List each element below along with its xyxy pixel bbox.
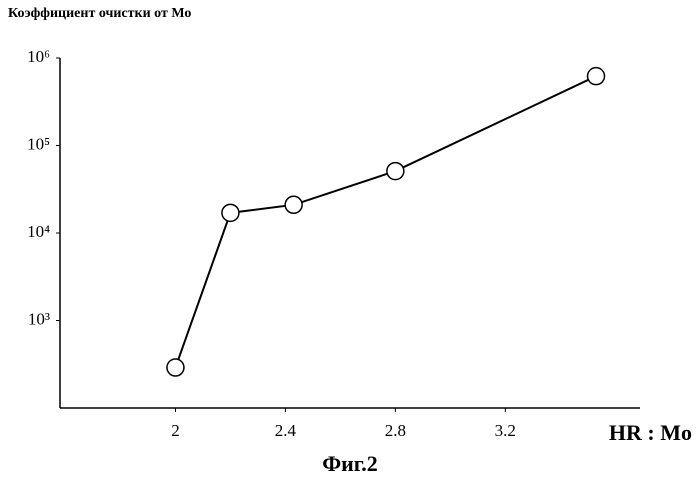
y-tick-label: 10⁵ <box>27 134 50 153</box>
x-tick-label: 3.2 <box>495 421 516 440</box>
chart: Коэффициент очистки от Мо HR : Mo Фиг.2 … <box>0 0 699 478</box>
marker <box>167 359 184 376</box>
marker <box>285 196 302 213</box>
chart-title: Коэффициент очистки от Мо <box>8 6 191 21</box>
y-tick-label: 10³ <box>28 309 50 328</box>
marker <box>387 163 404 180</box>
x-tick-label: 2.4 <box>275 421 297 440</box>
line <box>175 76 596 367</box>
caption: Фиг.2 <box>322 451 378 476</box>
marker <box>222 204 239 221</box>
x-tick-label: 2 <box>171 421 180 440</box>
marker <box>588 68 605 85</box>
x-axis-label: HR : Mo <box>609 420 692 445</box>
y-tick-label: 10⁶ <box>27 47 50 66</box>
x-tick-label: 2.8 <box>385 421 406 440</box>
y-tick-label: 10⁴ <box>27 222 50 241</box>
